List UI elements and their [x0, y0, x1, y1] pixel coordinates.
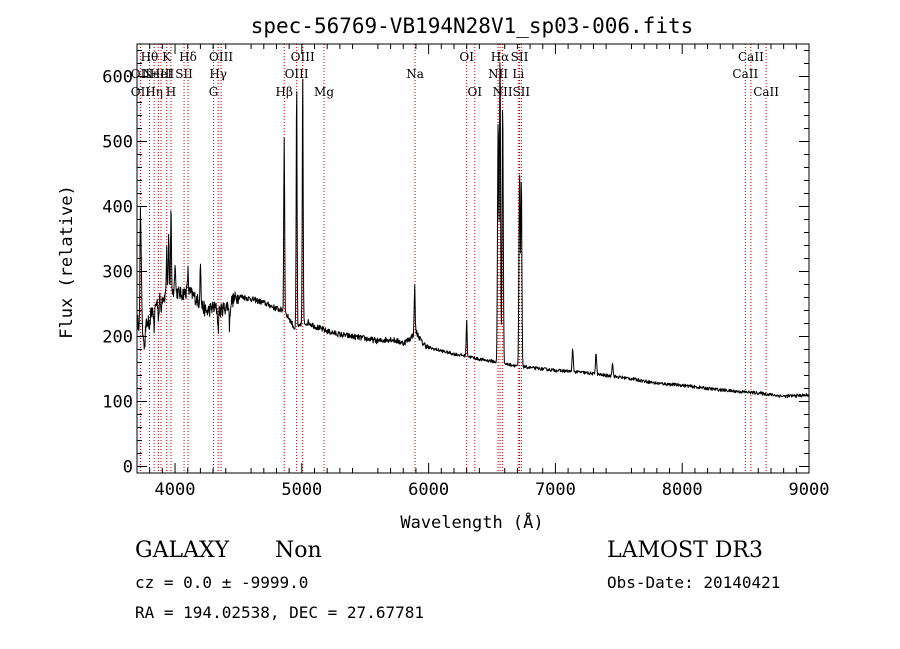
line-label: SII [511, 50, 529, 64]
line-label: OII [131, 67, 151, 81]
line-label: OII [131, 85, 151, 99]
line-label: NeIII [142, 67, 174, 81]
x-axis-label: Wavelength (Å) [400, 511, 543, 533]
line-label: Li [512, 67, 524, 81]
line-label: SII [512, 85, 530, 99]
line-label: CaII [753, 85, 779, 99]
spectrum-line [136, 62, 810, 399]
x-tick-label: 6000 [408, 480, 449, 500]
line-label: OIII [291, 50, 315, 64]
line-markers-layer [139, 44, 767, 473]
x-tick-label: 5000 [281, 480, 322, 500]
line-label: OIII [209, 50, 233, 64]
x-tick-label: 8000 [662, 480, 703, 500]
line-label: NII [488, 67, 508, 81]
axis-ticks-layer: 4000 5000 6000 7000 8000 9000 0 100 200 300 400 500… [102, 44, 829, 500]
obs-date-label: Obs-Date: 20140421 [607, 573, 781, 592]
chart-title: spec-56769-VB194N28V1_sp03-006.fits [251, 14, 694, 38]
line-label: OI [459, 50, 474, 64]
x-tick-label: 7000 [535, 480, 576, 500]
y-tick-label: 0 [123, 458, 133, 478]
line-label: OI [467, 85, 482, 99]
object-class-label: GALAXY [135, 538, 230, 563]
object-subclass-label: Non [275, 538, 322, 563]
line-label: HeI [150, 67, 173, 81]
coordinates-label: RA = 194.02538, DEC = 27.67781 [135, 603, 424, 622]
y-tick-label: 100 [102, 393, 133, 413]
line-label: SII [175, 67, 193, 81]
line-label: Mg [314, 85, 334, 99]
line-label: Hη [145, 85, 163, 99]
x-tick-label: 4000 [155, 480, 196, 500]
line-label: Hδ [179, 50, 197, 64]
redshift-label: cz = 0.0 ± -9999.0 [135, 573, 309, 592]
y-tick-label: 200 [102, 328, 133, 348]
survey-label: LAMOST DR3 [607, 538, 763, 563]
x-tick-label: 9000 [789, 480, 830, 500]
line-label: Hγ [209, 67, 227, 81]
line-label: CaII [732, 67, 758, 81]
plot-frame [136, 43, 810, 474]
line-label: CaII [738, 50, 764, 64]
line-label: Hα [491, 50, 510, 64]
line-label: OIII [285, 67, 309, 81]
line-label: G [209, 85, 219, 99]
line-label: Hθ [141, 50, 159, 64]
line-label: Hβ [276, 85, 293, 99]
y-tick-label: 500 [102, 133, 133, 153]
y-tick-label: 300 [102, 263, 133, 283]
y-tick-label: 600 [102, 68, 133, 88]
y-tick-label: 400 [102, 198, 133, 218]
spectrum-layer [136, 62, 810, 399]
line-label: K [162, 50, 172, 64]
y-axis-label: Flux (relative) [57, 185, 77, 339]
line-label: H [166, 85, 176, 99]
line-label: Na [406, 67, 424, 81]
line-label: NII [493, 85, 513, 99]
